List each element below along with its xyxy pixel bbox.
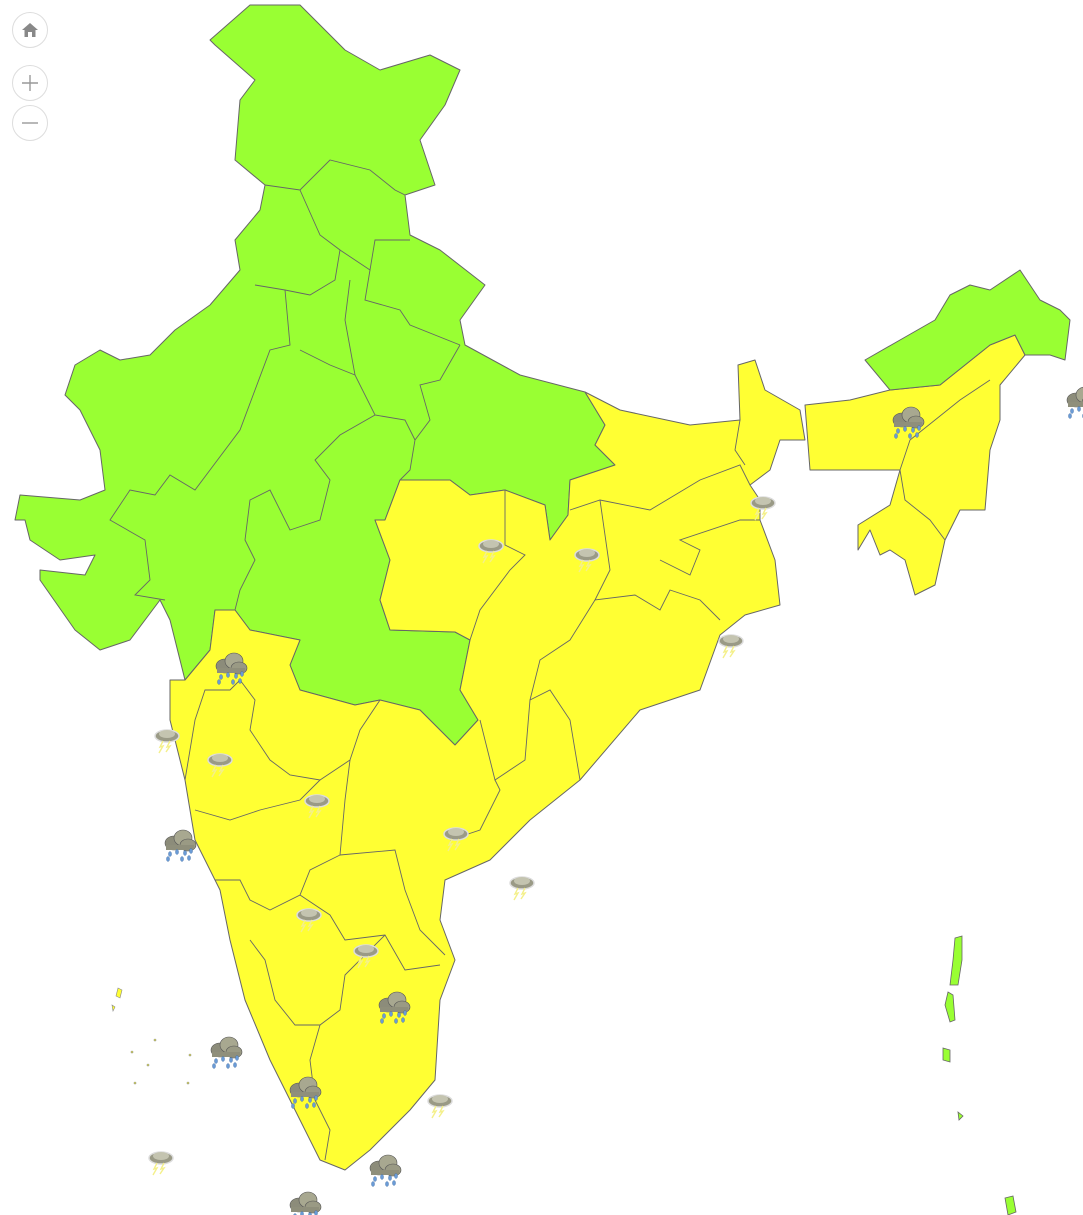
region-andaman-nicobar[interactable] xyxy=(942,935,1017,1215)
thunderstorm-icon[interactable] xyxy=(574,548,600,573)
thunderstorm-icon[interactable] xyxy=(148,1151,174,1176)
home-button[interactable] xyxy=(12,12,48,48)
heavy-rain-icon[interactable] xyxy=(215,652,248,685)
heavy-rain-icon[interactable] xyxy=(378,991,411,1024)
thunderstorm-icon[interactable] xyxy=(207,753,233,778)
heavy-rain-icon[interactable] xyxy=(892,406,925,439)
plus-icon xyxy=(22,75,38,91)
thunderstorm-icon[interactable] xyxy=(353,944,379,969)
heavy-rain-icon[interactable] xyxy=(1066,386,1083,419)
thunderstorm-icon[interactable] xyxy=(296,908,322,933)
thunderstorm-icon[interactable] xyxy=(304,794,330,819)
thunderstorm-icon[interactable] xyxy=(443,827,469,852)
heavy-rain-icon[interactable] xyxy=(369,1154,402,1187)
heavy-rain-icon[interactable] xyxy=(164,829,197,862)
home-icon xyxy=(22,23,38,37)
state-borders xyxy=(109,159,991,1161)
region-lakshadweep[interactable] xyxy=(111,987,192,1085)
thunderstorm-icon[interactable] xyxy=(478,539,504,564)
region-arunachal[interactable] xyxy=(864,269,1071,391)
weather-markers xyxy=(148,386,1083,1215)
heavy-rain-icon[interactable] xyxy=(210,1036,243,1069)
thunderstorm-icon[interactable] xyxy=(718,634,744,659)
thunderstorm-icon[interactable] xyxy=(509,876,535,901)
zoom-in-button[interactable] xyxy=(12,65,48,101)
heavy-rain-icon[interactable] xyxy=(289,1076,322,1109)
minus-icon xyxy=(22,122,38,124)
thunderstorm-icon[interactable] xyxy=(750,496,776,521)
thunderstorm-icon[interactable] xyxy=(154,729,180,754)
thunderstorm-icon[interactable] xyxy=(427,1094,453,1119)
heavy-rain-icon[interactable] xyxy=(289,1191,322,1215)
zoom-out-button[interactable] xyxy=(12,105,48,141)
